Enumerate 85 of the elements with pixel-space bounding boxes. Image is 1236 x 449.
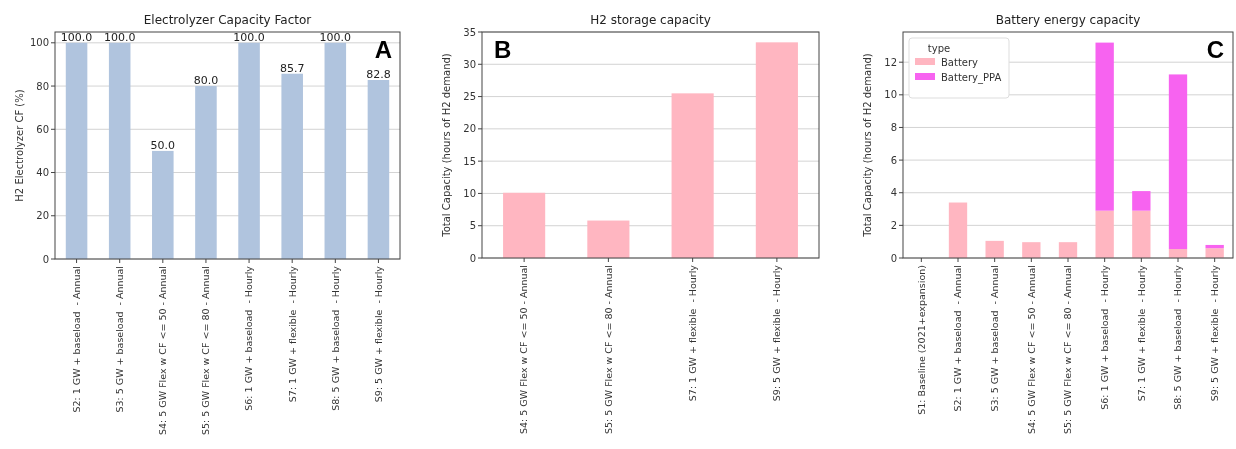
legend-label: Battery [941,56,979,68]
data-label: 85.7 [279,61,305,75]
x-tick-label: S5: 5 GW Flex w CF <= 80 - Annual [1062,265,1074,434]
bar [281,73,303,259]
bar [152,150,174,259]
x-tick-label: S3: 5 GW + baseload - Annual [988,265,1000,412]
bar [587,220,630,258]
x-tick-label: S8: 5 GW + baseload - Hourly [329,265,341,411]
bar [985,240,1004,258]
x-tick-label: S3: 5 GW + baseload - Annual [114,266,126,413]
annotation: B [494,36,512,63]
data-label: 80.0 [193,74,219,88]
y-tick-label: 5 [469,220,476,232]
x-tick-label: S7: 1 GW + flexible - Hourly [1135,264,1147,402]
y-tick-label: 8 [890,121,897,133]
x-tick-label: S1: Baseline (2021+expansion) [915,265,927,415]
x-tick-label: S7: 1 GW + flexible - Hourly [286,265,298,403]
bar [108,42,131,259]
data-label: 100.0 [233,30,265,44]
y-tick-label: 20 [36,210,49,222]
y-tick-label: 20 [463,123,476,135]
y-tick-label: 2 [890,219,897,231]
y-tick-label: 100 [29,37,49,49]
x-tick-label: S4: 5 GW Flex w CF <= 50 - Annual [157,266,169,435]
data-label: 100.0 [60,30,93,44]
data-label: 100.0 [319,30,352,44]
legend-title: type [927,43,951,54]
bar [1022,242,1041,258]
x-tick-label: S8: 5 GW + baseload - Hourly [1172,264,1184,410]
y-axis-title: Total Capacity (hours of H2 demand) [862,53,873,238]
bar [324,42,347,259]
bar [1132,191,1151,211]
bar [1132,210,1151,258]
chart-title: H2 storage capacity [590,13,711,27]
bar [1205,244,1224,249]
y-tick-label: 0 [890,252,897,264]
y-tick-label: 4 [890,187,897,199]
y-tick-label: 25 [463,91,476,103]
y-tick-label: 80 [36,80,49,92]
bar [948,202,968,258]
legend-label: Battery_PPA [941,71,1002,84]
bar [1095,210,1114,258]
data-label: 100.0 [103,30,136,44]
bar [671,93,714,258]
y-tick-label: 30 [463,58,476,70]
x-tick-label: S2: 1 GW + baseload - Annual [70,266,82,413]
bar [238,42,260,259]
y-tick-label: 60 [36,123,49,135]
chart-title: Battery energy capacity [995,13,1141,27]
x-tick-label: S9: 5 GW + flexible - Hourly [771,264,783,402]
bar [1205,248,1224,258]
x-tick-label: S6: 1 GW + baseload - Hourly [243,265,255,411]
annotation: A [374,36,392,63]
x-tick-label: S9: 5 GW + flexible - Hourly [372,265,384,403]
bar [65,42,88,259]
annotation: C [1206,36,1224,63]
bar [755,42,798,258]
bar [1095,42,1114,211]
bar [1058,242,1078,258]
y-tick-label: 12 [884,56,897,68]
x-tick-label: S9: 5 GW + flexible - Hourly [1208,264,1220,402]
y-tick-label: 10 [463,187,476,199]
bar [1168,74,1188,250]
x-tick-label: S5: 5 GW Flex w CF <= 80 - Annual [602,265,614,434]
y-tick-label: 0 [469,252,476,264]
y-axis-title: Total Capacity (hours of H2 demand) [441,53,452,238]
bar [367,79,390,259]
x-tick-label: S5: 5 GW Flex w CF <= 80 - Annual [200,266,212,435]
chart-title: Electrolyzer Capacity Factor [143,13,312,27]
bar [503,192,546,258]
y-axis-title: H2 Electrolyzer CF (%) [14,89,25,202]
y-tick-label: 40 [36,167,49,179]
x-tick-label: S2: 1 GW + baseload - Annual [952,265,964,412]
bar [195,86,217,259]
x-tick-label: S4: 5 GW Flex w CF <= 50 - Annual [518,265,530,434]
data-label: 82.8 [366,67,391,81]
y-tick-label: 0 [42,253,49,265]
x-tick-label: S6: 1 GW + baseload - Hourly [1098,264,1110,410]
data-label: 50.0 [150,138,176,152]
y-tick-label: 10 [884,89,897,101]
y-tick-label: 6 [890,154,897,166]
x-tick-label: S7: 1 GW + flexible - Hourly [686,264,698,402]
y-tick-label: 35 [463,26,476,38]
x-tick-label: S4: 5 GW Flex w CF <= 50 - Annual [1025,265,1037,434]
y-tick-label: 15 [463,155,476,167]
